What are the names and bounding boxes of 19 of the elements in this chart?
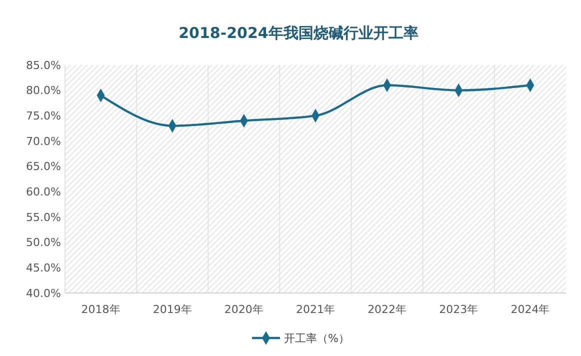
y-tick-label: 70.0%	[26, 134, 61, 148]
y-tick-label: 40.0%	[26, 286, 61, 300]
chart-title: 2018-2024年我国烧碱行业开工率	[178, 24, 418, 42]
y-tick-label: 80.0%	[26, 84, 61, 98]
y-tick-label: 65.0%	[26, 160, 61, 174]
x-tick-label: 2019年	[152, 303, 192, 316]
y-tick-label: 60.0%	[26, 186, 61, 199]
x-tick-label: 2020年	[224, 303, 264, 316]
x-tick-label: 2024年	[510, 303, 550, 316]
x-tick-label: 2023年	[439, 303, 478, 316]
x-tick-label: 2018年	[81, 303, 120, 316]
x-tick-label: 2022年	[368, 303, 407, 316]
y-tick-label: 50.0%	[26, 236, 61, 250]
y-tick-label: 55.0%	[26, 210, 61, 224]
y-tick-label: 75.0%	[26, 110, 61, 123]
x-tick-label: 2021年	[296, 303, 335, 316]
y-tick-label: 85.0%	[26, 58, 61, 72]
legend-label: 开工率（%）	[284, 332, 350, 345]
y-tick-label: 45.0%	[26, 262, 61, 275]
